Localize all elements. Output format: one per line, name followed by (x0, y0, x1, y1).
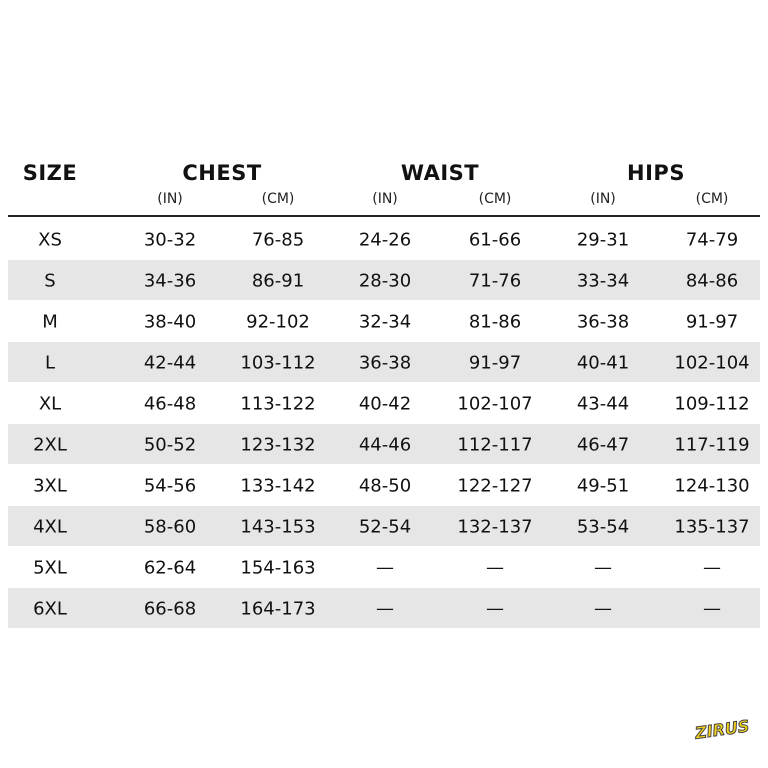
column-header: CHEST (182, 161, 262, 185)
measurement: 112-117 (457, 434, 533, 455)
unit-label: (IN) (590, 191, 616, 207)
measurement: 154-163 (240, 557, 316, 578)
measurement: 40-41 (576, 352, 630, 373)
column-header: WAIST (400, 161, 480, 185)
size-label: S (44, 270, 56, 291)
unit-label: (CM) (478, 191, 512, 207)
size-label: 5XL (33, 557, 67, 578)
measurement: 109-112 (674, 393, 750, 414)
measurement: 124-130 (674, 475, 750, 496)
measurement: 28-30 (358, 270, 412, 291)
size-label: XL (38, 393, 62, 414)
measurement: 122-127 (457, 475, 533, 496)
measurement: 44-46 (358, 434, 412, 455)
measurement: — (486, 598, 504, 619)
measurement: 24-26 (358, 229, 412, 250)
measurement: 54-56 (143, 475, 197, 496)
measurement: — (376, 557, 394, 578)
measurement: 66-68 (143, 598, 197, 619)
size-label: 3XL (33, 475, 67, 496)
measurement: 34-36 (143, 270, 197, 291)
unit-label: (IN) (372, 191, 398, 207)
measurement: 46-47 (576, 434, 630, 455)
measurement: 50-52 (143, 434, 197, 455)
measurement: 135-137 (674, 516, 750, 537)
row-band (8, 588, 760, 628)
unit-label: (CM) (695, 191, 729, 207)
measurement: 48-50 (358, 475, 412, 496)
measurement: — (703, 598, 721, 619)
measurement: 36-38 (358, 352, 412, 373)
measurement: 102-107 (457, 393, 533, 414)
measurement: — (703, 557, 721, 578)
measurement: 91-97 (468, 352, 522, 373)
measurement: 71-76 (468, 270, 522, 291)
measurement: 52-54 (358, 516, 412, 537)
column-header: SIZE (22, 161, 78, 185)
measurement: 123-132 (240, 434, 316, 455)
measurement: — (376, 598, 394, 619)
measurement: 49-51 (576, 475, 630, 496)
measurement: 84-86 (685, 270, 739, 291)
measurement: 76-85 (251, 229, 305, 250)
measurement: 62-64 (143, 557, 197, 578)
measurement: 92-102 (246, 311, 310, 332)
measurement: 103-112 (240, 352, 316, 373)
measurement: 117-119 (674, 434, 750, 455)
measurement: 46-48 (143, 393, 197, 414)
measurement: 132-137 (457, 516, 533, 537)
measurement: 74-79 (685, 229, 739, 250)
measurement: 81-86 (468, 311, 522, 332)
measurement: — (486, 557, 504, 578)
size-label: L (44, 352, 56, 373)
size-label: M (42, 311, 58, 332)
header-rule (8, 215, 760, 217)
size-label: 6XL (33, 598, 67, 619)
logo: ZIRUS (693, 716, 751, 743)
measurement: 113-122 (240, 393, 316, 414)
measurement: 86-91 (251, 270, 305, 291)
measurement: 33-34 (576, 270, 630, 291)
measurement: 133-142 (240, 475, 316, 496)
size-label: XS (38, 229, 62, 250)
measurement: 102-104 (674, 352, 750, 373)
column-header: HIPS (627, 161, 685, 185)
row-band (8, 342, 760, 382)
measurement: 38-40 (143, 311, 197, 332)
measurement: 43-44 (576, 393, 630, 414)
measurement: — (594, 557, 612, 578)
measurement: 30-32 (143, 229, 197, 250)
measurement: 42-44 (143, 352, 197, 373)
measurement: 143-153 (240, 516, 316, 537)
measurement: 40-42 (358, 393, 412, 414)
row-band (8, 506, 760, 546)
measurement: 91-97 (685, 311, 739, 332)
row-band (8, 260, 760, 300)
measurement: 53-54 (576, 516, 630, 537)
measurement: 32-34 (358, 311, 412, 332)
measurement: 58-60 (143, 516, 197, 537)
measurement: 29-31 (576, 229, 630, 250)
unit-label: (CM) (261, 191, 295, 207)
row-band (8, 424, 760, 464)
unit-label: (IN) (157, 191, 183, 207)
measurement: 61-66 (468, 229, 522, 250)
measurement: — (594, 598, 612, 619)
measurement: 164-173 (240, 598, 316, 619)
size-label: 2XL (33, 434, 67, 455)
size-label: 4XL (33, 516, 67, 537)
measurement: 36-38 (576, 311, 630, 332)
